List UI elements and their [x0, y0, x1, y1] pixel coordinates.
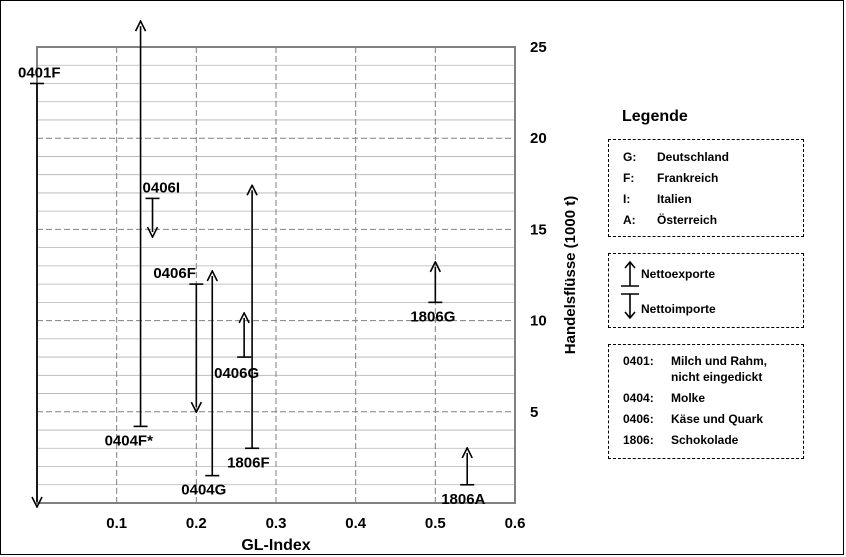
legend-product-code: 1806:	[623, 433, 654, 447]
flow-label: 0404G	[181, 482, 226, 499]
flow-legend-icon	[621, 260, 639, 320]
legend-country-row: A: Österreich	[623, 212, 803, 228]
legend-products: 0401: Milch und Rahm, nicht eingedickt 040…	[608, 344, 804, 459]
legend-country-code: G:	[623, 150, 637, 164]
legend-flows: Nettoexporte Nettoimporte	[608, 253, 804, 328]
y-tick-label: 5	[530, 404, 538, 421]
legend-title: Legende	[622, 108, 688, 125]
legend-product-name: Schokolade	[671, 433, 739, 447]
legend-country-name: Frankreich	[657, 171, 719, 185]
tick-labels: 0.1 0.2 0.3 0.4 0.5 0.6 5 10 15 20 25	[106, 39, 546, 532]
flow-label: 0404F*	[105, 432, 154, 449]
legend-country-code: F:	[623, 171, 635, 185]
x-axis-title: GL-Index	[241, 537, 310, 554]
flow-mark-0406G: 0406G	[214, 318, 259, 382]
flow-label: 0406F	[153, 265, 196, 282]
flow-mark-0404Fstar: 0404F*	[105, 26, 154, 449]
y-tick-label: 10	[530, 313, 547, 330]
legend-country-code: A:	[623, 213, 636, 227]
legend-product-row: 0406: Käse und Quark	[623, 411, 797, 427]
legend-product-name: Käse und Quark	[671, 412, 764, 426]
legend-product-row: 1806: Schokolade	[623, 432, 797, 448]
legend-product-code: 0406:	[623, 412, 654, 426]
legend-export-label: Nettoexporte	[641, 267, 716, 281]
flow-mark-1806A: 1806A	[441, 453, 486, 508]
x-tick-label: 0.3	[266, 515, 287, 532]
flow-mark-1806G: 1806G	[410, 267, 455, 325]
legend-country-name: Deutschland	[657, 150, 730, 164]
legend-country-name: Italien	[657, 192, 692, 206]
y-tick-label: 25	[530, 39, 547, 56]
legend-country-row: G: Deutschland	[623, 149, 803, 165]
y-axis-title: Handelsflüsse (1000 t)	[562, 196, 579, 354]
legend-country-row: F: Frankreich	[623, 170, 803, 186]
flow-mark-0401F: 0401F	[18, 64, 61, 502]
flow-mark-1806F: 1806F	[227, 190, 270, 471]
x-tick-label: 0.2	[186, 515, 207, 532]
y-tick-label: 20	[530, 130, 547, 147]
flow-label: 0406I	[143, 179, 181, 196]
legend-product-code: 0401:	[623, 354, 654, 368]
legend-countries: G: Deutschland F: Frankreich I: Italien A: Öste…	[608, 139, 804, 237]
flow-label: 1806F	[227, 454, 270, 471]
data-marks: 0401F 0404F* 0406I 0406F 0404G 0406G 1806F 1806…	[18, 26, 486, 508]
legend-import-label: Nettoimporte	[641, 302, 716, 316]
flow-label: 0401F	[18, 64, 61, 81]
flow-label: 1806G	[410, 308, 455, 325]
flow-label: 1806A	[441, 491, 485, 508]
x-tick-label: 0.6	[505, 515, 526, 532]
x-tick-label: 0.4	[345, 515, 367, 532]
legend-product-name: Milch und Rahm, nicht eingedickt	[671, 354, 767, 384]
legend-product-row: 0404: Molke	[623, 390, 797, 406]
legend-country-code: I:	[623, 192, 631, 206]
x-tick-label: 0.1	[106, 515, 127, 532]
flow-mark-0404G: 0404G	[181, 276, 226, 499]
flow-mark-0406F: 0406F	[153, 265, 204, 407]
x-tick-label: 0.5	[425, 515, 446, 532]
flow-mark-0406I: 0406I	[143, 179, 181, 232]
legend-country-name: Österreich	[657, 213, 718, 227]
legend-country-row: I: Italien	[623, 191, 803, 207]
legend-product-name: Molke	[671, 391, 706, 405]
legend-product-row: 0401: Milch und Rahm, nicht eingedickt	[623, 353, 797, 385]
y-tick-label: 15	[530, 221, 547, 238]
flow-label: 0406G	[214, 365, 259, 382]
legend-product-code: 0404:	[623, 391, 654, 405]
